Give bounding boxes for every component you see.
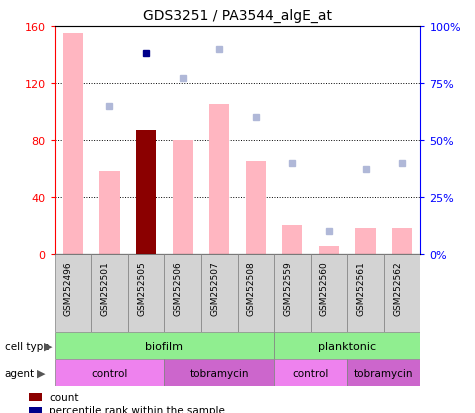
Bar — [274, 359, 347, 386]
Bar — [384, 254, 420, 332]
Bar — [55, 332, 274, 359]
Bar — [63, 34, 83, 254]
Text: GSM252562: GSM252562 — [393, 260, 402, 315]
Text: ▶: ▶ — [37, 368, 45, 378]
Bar — [136, 131, 156, 254]
Text: GSM252507: GSM252507 — [210, 260, 219, 315]
Text: GSM252501: GSM252501 — [101, 260, 109, 315]
Text: biofilm: biofilm — [145, 341, 183, 351]
Bar — [28, 393, 42, 401]
Bar — [282, 225, 303, 254]
Bar — [209, 105, 229, 254]
Bar — [319, 247, 339, 254]
Text: agent: agent — [5, 368, 35, 378]
Bar — [55, 254, 91, 332]
Bar — [274, 254, 311, 332]
Text: control: control — [293, 368, 329, 378]
Bar — [55, 359, 164, 386]
Text: GSM252560: GSM252560 — [320, 260, 329, 315]
Text: count: count — [49, 392, 78, 402]
Text: planktonic: planktonic — [318, 341, 376, 351]
Text: GSM252561: GSM252561 — [357, 260, 366, 315]
Bar — [172, 140, 193, 254]
Bar — [28, 407, 42, 413]
Bar — [355, 228, 376, 254]
Text: GSM252505: GSM252505 — [137, 260, 146, 315]
Title: GDS3251 / PA3544_algE_at: GDS3251 / PA3544_algE_at — [143, 9, 332, 23]
Text: ▶: ▶ — [44, 341, 52, 351]
Bar — [136, 131, 156, 254]
Text: tobramycin: tobramycin — [354, 368, 414, 378]
Text: GSM252496: GSM252496 — [64, 260, 73, 315]
Bar — [201, 254, 238, 332]
Bar — [128, 254, 164, 332]
Text: control: control — [91, 368, 128, 378]
Text: cell type: cell type — [5, 341, 49, 351]
Bar — [347, 254, 384, 332]
Bar — [347, 359, 420, 386]
Text: GSM252506: GSM252506 — [174, 260, 182, 315]
Text: percentile rank within the sample: percentile rank within the sample — [49, 406, 225, 413]
Text: GSM252559: GSM252559 — [284, 260, 293, 315]
Bar — [311, 254, 347, 332]
Bar — [238, 254, 274, 332]
Bar — [274, 332, 420, 359]
Bar — [164, 254, 201, 332]
Bar — [392, 228, 412, 254]
Text: GSM252508: GSM252508 — [247, 260, 256, 315]
Text: tobramycin: tobramycin — [190, 368, 249, 378]
Bar — [99, 172, 120, 254]
Bar — [246, 162, 266, 254]
Bar — [164, 359, 274, 386]
Bar — [91, 254, 128, 332]
